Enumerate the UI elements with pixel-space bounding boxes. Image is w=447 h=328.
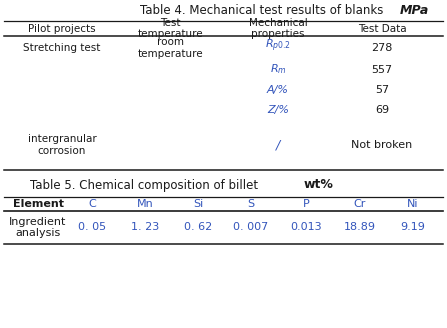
Text: room
temperature: room temperature xyxy=(137,37,203,59)
Text: 557: 557 xyxy=(371,65,392,75)
Text: /: / xyxy=(276,138,280,152)
Text: Z/%: Z/% xyxy=(267,105,289,115)
Text: $\mathit{R}_{p0.2}$: $\mathit{R}_{p0.2}$ xyxy=(265,38,291,54)
Text: $\mathit{R}_{m}$: $\mathit{R}_{m}$ xyxy=(270,62,287,76)
Text: Table 5. Chemical composition of billet: Table 5. Chemical composition of billet xyxy=(30,178,258,192)
Text: Table 4. Mechanical test results of blanks: Table 4. Mechanical test results of blan… xyxy=(140,4,384,16)
Text: 69: 69 xyxy=(375,105,389,115)
Text: 1. 23: 1. 23 xyxy=(131,222,159,233)
Text: Not broken: Not broken xyxy=(351,140,413,150)
Text: 0. 62: 0. 62 xyxy=(184,222,212,233)
Text: Element: Element xyxy=(13,199,63,209)
Text: MPa: MPa xyxy=(400,4,429,16)
Text: wt%: wt% xyxy=(304,178,334,192)
Text: 0. 05: 0. 05 xyxy=(78,222,106,233)
Text: Mechanical
properties: Mechanical properties xyxy=(249,18,308,39)
Text: Stretching test: Stretching test xyxy=(23,43,101,53)
Text: 278: 278 xyxy=(371,43,392,53)
Text: P: P xyxy=(303,199,309,209)
Text: Pilot projects: Pilot projects xyxy=(28,24,96,33)
Text: Cr: Cr xyxy=(354,199,366,209)
Text: Test
temperature: Test temperature xyxy=(137,18,203,39)
Text: Si: Si xyxy=(193,199,203,209)
Text: Test Data: Test Data xyxy=(358,24,406,33)
Text: Ni: Ni xyxy=(407,199,419,209)
Text: 0. 007: 0. 007 xyxy=(233,222,269,233)
Text: S: S xyxy=(248,199,254,209)
Text: 18.89: 18.89 xyxy=(344,222,376,233)
Text: C: C xyxy=(88,199,96,209)
Text: A/%: A/% xyxy=(267,85,289,95)
Text: 9.19: 9.19 xyxy=(401,222,426,233)
Text: intergranular
corrosion: intergranular corrosion xyxy=(28,134,97,156)
Text: 57: 57 xyxy=(375,85,389,95)
Text: Mn: Mn xyxy=(137,199,153,209)
Text: 0.013: 0.013 xyxy=(290,222,322,233)
Text: Ingredient
analysis: Ingredient analysis xyxy=(9,217,67,238)
